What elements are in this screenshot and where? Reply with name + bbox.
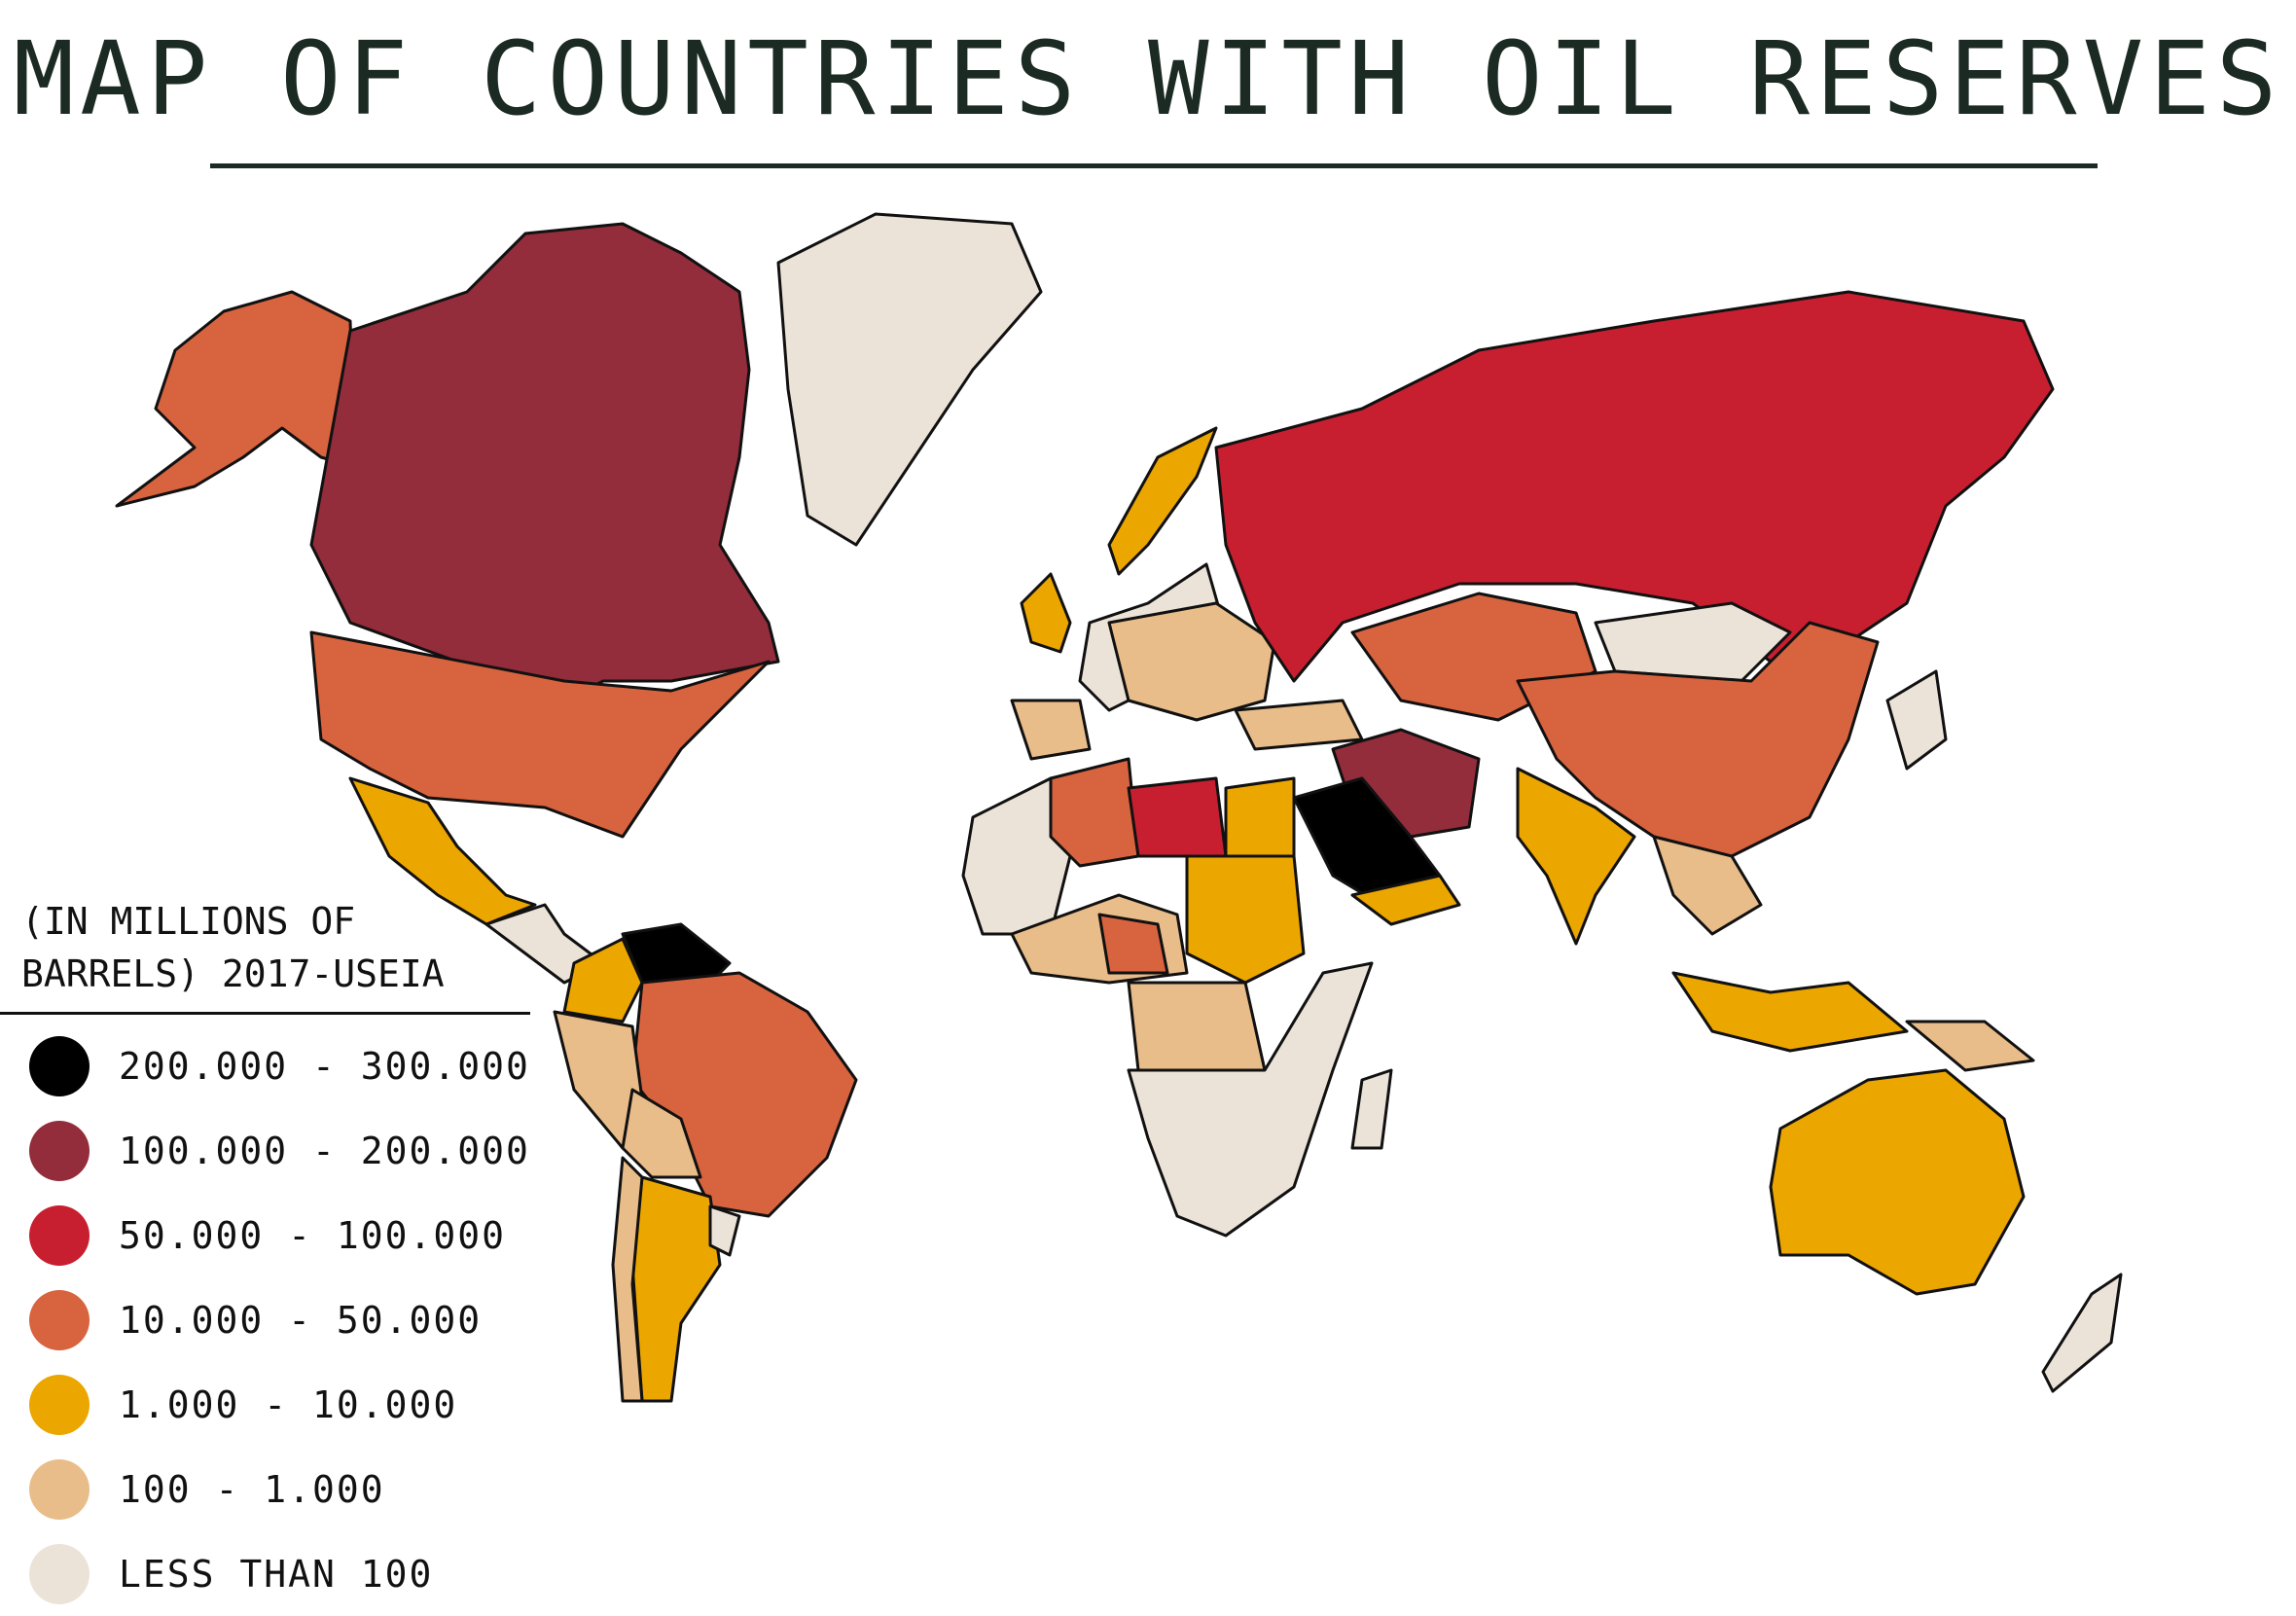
legend-label: 100 - 1.000: [119, 1467, 385, 1511]
region-canada: [309, 222, 780, 702]
region-argentina: [630, 1175, 722, 1403]
legend-swatch: [29, 1035, 90, 1096]
region-indonesia: [1671, 971, 1909, 1053]
legend-caption-line1: (IN MILLIONS OF: [21, 900, 356, 943]
legend-swatch: [29, 1374, 90, 1435]
region-algeria: [1049, 757, 1140, 868]
legend-swatch: [29, 1289, 90, 1350]
region-mexico: [348, 776, 537, 926]
region-papua: [1905, 1020, 2035, 1072]
region-japan: [1885, 669, 1948, 771]
region-egypt: [1224, 776, 1296, 858]
region-greenland: [776, 212, 1043, 547]
legend-label: 1.000 - 10.000: [119, 1383, 458, 1426]
legend-item-tier-5: 100 - 1.000: [29, 1447, 530, 1531]
region-nigeria: [1097, 913, 1169, 975]
legend-label: 200.000 - 300.000: [119, 1044, 530, 1088]
title-underline: [210, 163, 2098, 168]
region-southern-africa: [1127, 961, 1374, 1238]
legend-swatch: [29, 1543, 90, 1604]
legend-swatch: [29, 1458, 90, 1520]
region-india: [1516, 767, 1636, 946]
region-bolivia: [621, 1088, 702, 1179]
region-usa: [309, 630, 771, 839]
region-mongolia: [1594, 601, 1792, 683]
region-iberia: [1010, 699, 1092, 761]
region-uk: [1020, 572, 1072, 654]
legend-swatch: [29, 1204, 90, 1266]
region-madagascar: [1350, 1068, 1393, 1150]
region-central-europe: [1107, 601, 1276, 722]
legend-item-tier-0: 200.000 - 300.000: [29, 1023, 530, 1108]
region-sudan: [1185, 854, 1306, 985]
region-russia: [1214, 290, 2055, 683]
region-southeast-asia: [1652, 835, 1763, 936]
map-title: MAP OF COUNTRIES WITH OIL RESERVES: [13, 19, 2283, 138]
legend-item-tier-4: 1.000 - 10.000: [29, 1362, 530, 1447]
region-libya: [1127, 776, 1228, 858]
legend: 200.000 - 300.000 100.000 - 200.000 50.0…: [29, 1023, 530, 1616]
legend-label: 50.000 - 100.000: [119, 1213, 507, 1257]
legend-caption: (IN MILLIONS OF BARRELS) 2017-USEIA: [21, 895, 527, 1000]
region-yemen-oman: [1350, 874, 1461, 926]
region-alaska: [115, 290, 357, 508]
legend-item-tier-2: 50.000 - 100.000: [29, 1193, 530, 1277]
legend-item-tier-6: LESS THAN 100: [29, 1531, 530, 1616]
region-turkey: [1234, 699, 1364, 751]
region-china: [1516, 621, 1880, 858]
legend-item-tier-3: 10.000 - 50.000: [29, 1277, 530, 1362]
legend-label: 10.000 - 50.000: [119, 1298, 483, 1342]
region-norway: [1107, 426, 1218, 576]
region-uruguay: [708, 1204, 741, 1257]
legend-item-tier-1: 100.000 - 200.000: [29, 1108, 530, 1193]
region-australia: [1769, 1068, 2026, 1296]
legend-label: LESS THAN 100: [119, 1552, 434, 1596]
region-chile: [611, 1156, 644, 1403]
legend-label: 100.000 - 200.000: [119, 1129, 530, 1172]
region-new-zealand: [2041, 1273, 2123, 1393]
legend-caption-line2: BARRELS) 2017-USEIA: [21, 952, 445, 995]
region-brazil: [630, 971, 858, 1218]
legend-swatch: [29, 1120, 90, 1181]
region-colombia: [562, 937, 644, 1023]
legend-divider: [0, 1012, 530, 1015]
